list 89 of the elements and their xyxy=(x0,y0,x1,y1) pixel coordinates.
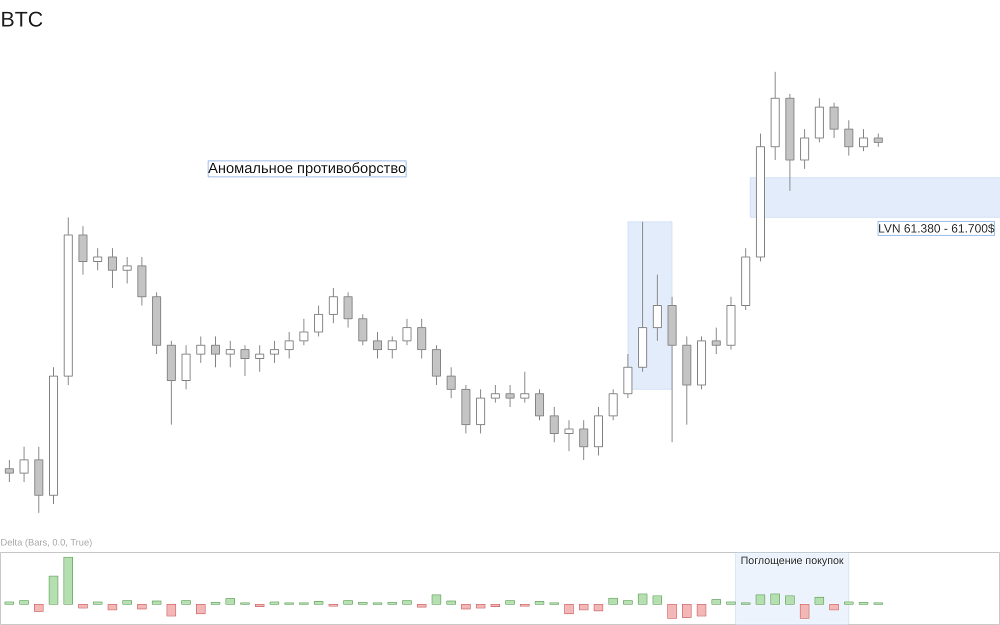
candlestick xyxy=(299,318,308,346)
bar xyxy=(416,604,426,608)
bar xyxy=(108,604,118,610)
bar xyxy=(534,601,544,605)
chart-title: Delta (Bars, 0.0, True) xyxy=(0,538,92,548)
candlestick xyxy=(520,371,530,404)
candlestick xyxy=(196,336,206,364)
bar xyxy=(432,594,442,605)
bar xyxy=(225,598,236,605)
candlestick xyxy=(564,420,574,452)
candlestick xyxy=(712,327,721,355)
candlestick xyxy=(579,420,588,460)
candlestick xyxy=(93,248,102,271)
bar xyxy=(785,595,795,605)
bar xyxy=(564,604,574,614)
bar xyxy=(652,595,662,605)
candlestick xyxy=(490,384,500,404)
bar xyxy=(166,604,176,616)
bar xyxy=(682,604,692,618)
candlestick xyxy=(255,344,264,372)
candlestick xyxy=(652,274,662,342)
bar xyxy=(711,599,722,605)
bar xyxy=(446,600,456,605)
bar xyxy=(638,594,648,605)
candlestick xyxy=(344,292,353,328)
candlestick xyxy=(328,287,338,324)
bar xyxy=(667,604,677,619)
candlestick xyxy=(858,128,868,152)
bar xyxy=(829,604,839,610)
candlestick xyxy=(314,305,324,337)
candlestick xyxy=(4,459,14,482)
candlestick xyxy=(417,318,426,359)
bar xyxy=(196,604,206,614)
chart-title: BTC xyxy=(0,8,44,32)
bar xyxy=(461,604,471,610)
candlestick xyxy=(874,133,883,148)
bar xyxy=(78,604,88,608)
candlestick xyxy=(122,256,132,284)
candlestick xyxy=(108,248,117,288)
bar xyxy=(696,604,706,616)
candlestick xyxy=(534,388,544,421)
bar xyxy=(34,604,44,612)
bar xyxy=(800,604,810,619)
bar xyxy=(19,600,29,605)
bar xyxy=(137,604,147,610)
candlestick xyxy=(506,384,515,408)
bar xyxy=(63,556,74,605)
bar xyxy=(152,600,162,605)
candlestick xyxy=(446,366,456,399)
candlestick xyxy=(402,318,412,346)
candlestick xyxy=(210,336,220,368)
bar xyxy=(844,602,854,605)
bar xyxy=(122,600,132,605)
bar xyxy=(476,604,486,608)
candlestick xyxy=(226,340,235,368)
candlestick xyxy=(240,344,250,377)
candlestick xyxy=(284,332,294,359)
bar xyxy=(770,594,780,605)
band-label: LVN 61.380 - 61.700$ xyxy=(878,221,995,236)
annotation: Поглощение покупок xyxy=(740,554,844,567)
candlestick xyxy=(372,332,382,359)
candlestick xyxy=(550,406,559,443)
bar xyxy=(608,598,618,605)
bar xyxy=(623,600,633,605)
bar xyxy=(594,604,604,612)
bar xyxy=(48,576,58,605)
bar xyxy=(490,604,500,608)
bar xyxy=(756,594,766,605)
bar xyxy=(814,596,824,605)
candlestick xyxy=(20,446,29,482)
candlestick xyxy=(608,388,618,421)
candlestick xyxy=(830,102,839,138)
candlestick xyxy=(358,314,368,346)
bar xyxy=(314,601,324,605)
annotation: Аномальное противоборство xyxy=(208,160,406,177)
candlestick xyxy=(800,128,810,170)
bar xyxy=(402,600,412,605)
bar xyxy=(270,602,280,605)
candlestick xyxy=(388,336,397,359)
bar xyxy=(181,600,191,605)
bar xyxy=(343,600,353,605)
bar xyxy=(254,604,264,608)
candlestick xyxy=(844,120,854,156)
bar xyxy=(505,600,515,605)
candlestick xyxy=(270,340,279,364)
bar xyxy=(92,602,102,605)
bar xyxy=(4,602,14,605)
bar xyxy=(578,604,588,610)
bar xyxy=(726,602,736,605)
